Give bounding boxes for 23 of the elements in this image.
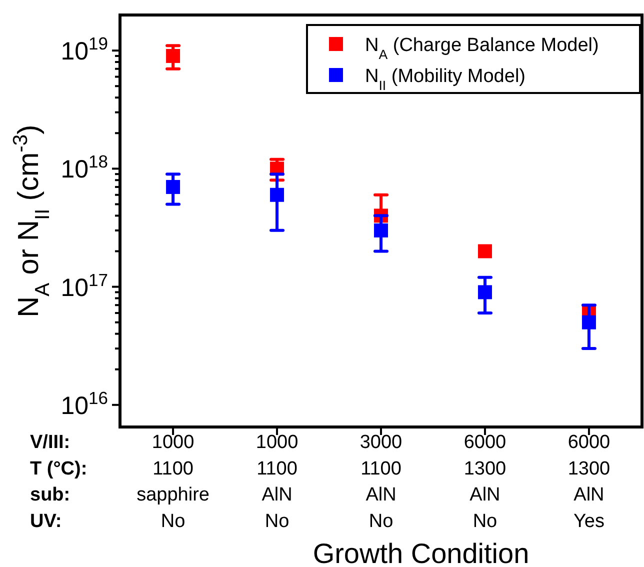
text: UV: xyxy=(30,510,62,532)
y-tick-label: 10$^{17}$ xyxy=(60,270,108,302)
x-tick-label: 1000 1100 sapphire No xyxy=(136,432,210,532)
legend-label: N$_{A}$ (Charge Balance Model) xyxy=(365,35,599,62)
y-tick-label: 10$^{18}$ xyxy=(60,152,108,184)
x-tick-label: 6000 1300 AlN No xyxy=(464,432,506,532)
y-tick-label: 10$^{19}$ xyxy=(60,34,108,66)
point xyxy=(374,223,388,238)
point xyxy=(478,285,492,300)
x-tick-label: 1000 1100 AlN No xyxy=(256,432,298,532)
x-tick-label: 3000 1100 AlN No xyxy=(360,432,402,532)
point xyxy=(478,244,492,258)
x-axis-title: Growth Condition xyxy=(312,538,530,567)
text: V/III: xyxy=(30,432,70,453)
text: sub: xyxy=(30,484,70,506)
point xyxy=(270,188,284,202)
text: T (°C): xyxy=(30,458,88,480)
point xyxy=(582,315,596,330)
point xyxy=(166,180,180,194)
y-tick-label: 10$^{16}$ xyxy=(60,388,108,420)
legend-label: N$_{II}$ (Mobility Model) xyxy=(365,66,526,92)
x-tick-label: 6000 1300 AlN Yes xyxy=(568,432,610,532)
point xyxy=(166,48,180,63)
